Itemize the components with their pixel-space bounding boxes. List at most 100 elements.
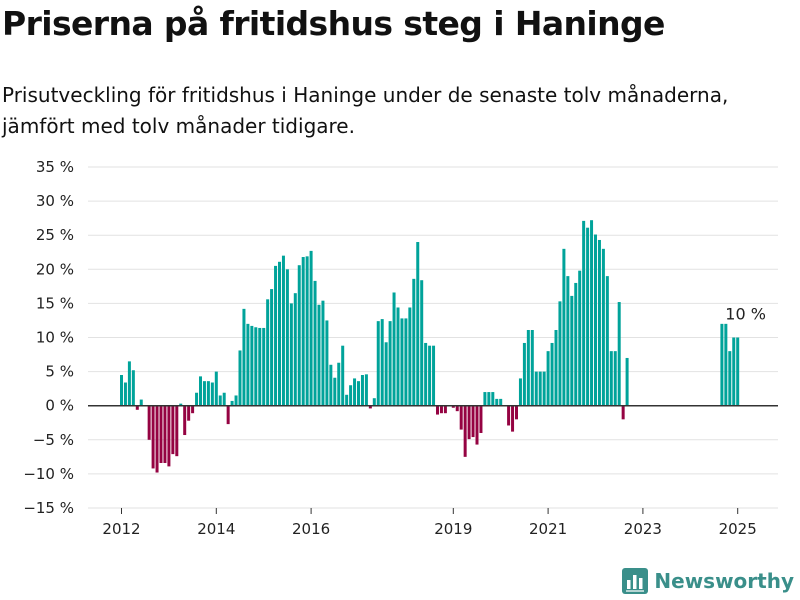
bar [258, 327, 262, 406]
bar [408, 307, 412, 406]
bar [179, 403, 183, 406]
bar [341, 345, 345, 406]
x-tick-label: 2014 [197, 520, 235, 538]
bar [436, 405, 439, 415]
annotation-label: 10 % [725, 305, 766, 324]
bar [309, 250, 313, 406]
bar [574, 282, 578, 406]
bar [625, 357, 629, 406]
bar [214, 371, 218, 406]
x-axis-ticks: 2012 2014 2016 2019 2021 2023 2025 [102, 508, 757, 538]
y-tick-label: 20 % [36, 260, 74, 278]
bar [120, 375, 123, 406]
bar [360, 375, 364, 406]
bar [428, 345, 432, 406]
bar [412, 278, 416, 406]
bar [432, 345, 436, 406]
bar [511, 405, 515, 432]
bar [155, 405, 159, 473]
bar [534, 371, 538, 406]
bar [242, 308, 246, 406]
bar [230, 400, 234, 406]
bar [467, 405, 471, 440]
bar [285, 269, 289, 406]
grid-lines [88, 166, 778, 509]
y-axis-ticks: −15 % −10 % −5 % 0 % 5 % 10 % 15 % 20 % 25 % 30 %… [23, 158, 74, 517]
bar [451, 405, 455, 408]
bar [297, 265, 301, 406]
bar [222, 392, 226, 406]
bar [420, 280, 424, 406]
bar [522, 342, 526, 406]
bar [617, 302, 621, 406]
bar [289, 303, 293, 406]
bar [566, 276, 570, 406]
bar [487, 392, 491, 406]
bar [483, 392, 487, 406]
bar [345, 394, 349, 406]
bar [357, 381, 360, 406]
y-tick-label: 10 % [36, 329, 74, 347]
bar [187, 405, 191, 421]
bar [305, 256, 309, 406]
bar [234, 395, 238, 406]
x-tick-label: 2016 [292, 520, 330, 538]
bar [238, 350, 242, 406]
bar [301, 257, 305, 406]
bar [424, 342, 428, 406]
bar [329, 364, 333, 406]
bar [226, 405, 230, 425]
bar [325, 320, 329, 406]
bar [455, 405, 459, 412]
bar [601, 248, 605, 406]
bar [163, 405, 167, 463]
bar [546, 351, 550, 406]
bar [526, 329, 530, 406]
bar [720, 323, 724, 406]
y-tick-label: −10 % [23, 465, 74, 483]
bar [732, 337, 736, 406]
bar [250, 325, 254, 406]
bar [191, 405, 195, 414]
bar [613, 351, 617, 406]
bar [139, 399, 143, 406]
bar [491, 392, 495, 406]
bar [463, 405, 467, 457]
bar [479, 405, 483, 433]
bar [416, 242, 420, 406]
bar [562, 248, 566, 406]
bar [550, 342, 554, 406]
bar [404, 318, 408, 406]
bar [364, 374, 368, 406]
x-tick-label: 2023 [624, 520, 662, 538]
bar [570, 295, 574, 406]
bar [443, 405, 447, 414]
bar [171, 405, 175, 455]
bar [724, 323, 728, 406]
bar [475, 405, 479, 445]
annotations: 10 % [725, 305, 766, 324]
bar [594, 234, 597, 406]
bar [313, 280, 317, 406]
bar [471, 405, 475, 438]
bar [578, 270, 582, 406]
bar [353, 378, 357, 406]
y-tick-label: 25 % [36, 226, 74, 244]
bar [605, 276, 609, 406]
bar [376, 321, 380, 406]
y-tick-label: 5 % [45, 363, 74, 381]
bar [293, 293, 297, 406]
bar [538, 371, 542, 406]
bar [321, 300, 325, 406]
y-tick-label: 30 % [36, 192, 74, 210]
bar [206, 381, 210, 406]
bar [195, 392, 199, 406]
bar [175, 405, 179, 457]
bar [736, 337, 740, 406]
bar [590, 220, 594, 406]
x-tick-label: 2012 [102, 520, 140, 538]
bar [127, 361, 131, 406]
y-tick-label: 0 % [45, 397, 74, 415]
bar [337, 362, 341, 406]
bar [147, 405, 151, 440]
